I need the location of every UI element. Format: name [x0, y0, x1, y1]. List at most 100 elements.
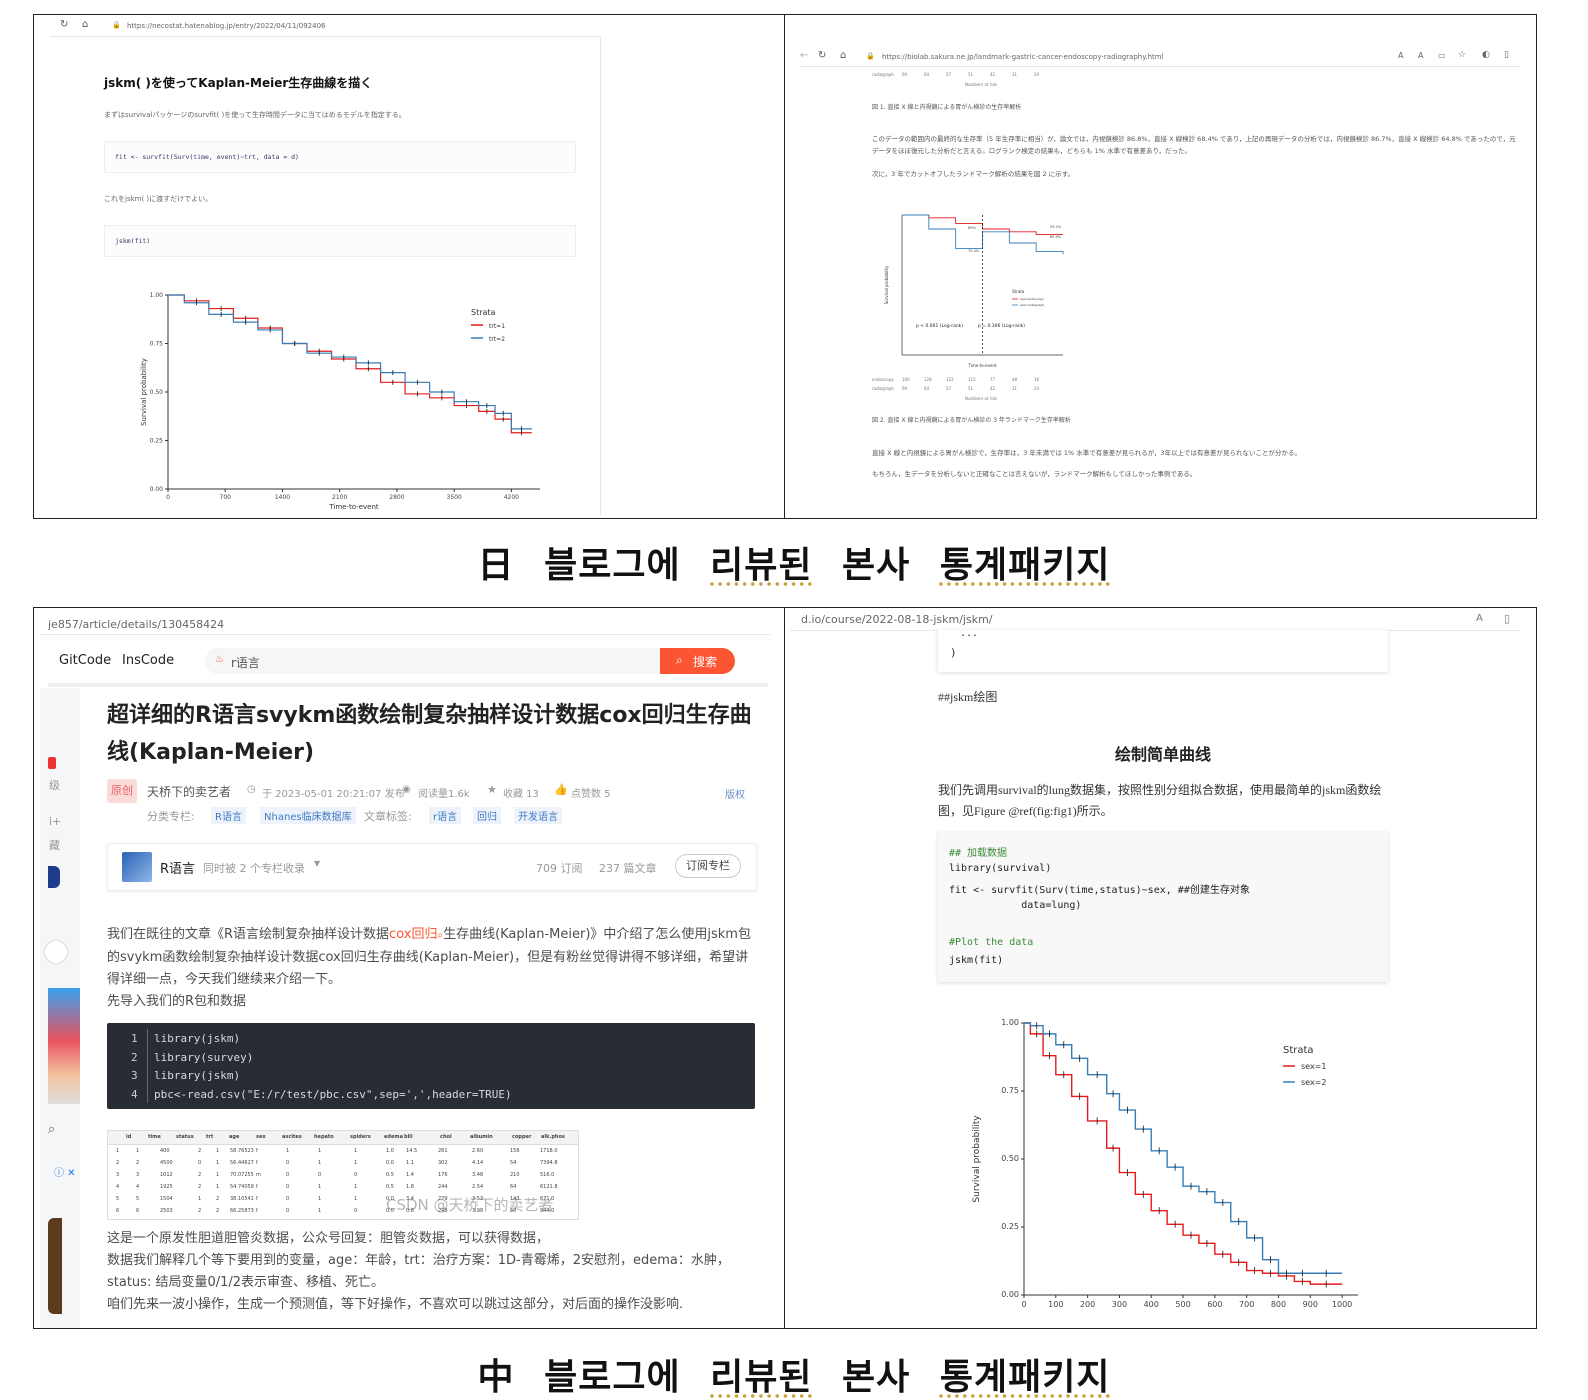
- copyright-link[interactable]: 版权: [725, 786, 745, 801]
- tag-dev-lang[interactable]: 开发语言: [514, 807, 562, 824]
- address-bar-jp-right[interactable]: https://biolab.sakura.ne.jp/landmark-gas…: [882, 53, 1164, 61]
- side-circle-button[interactable]: [44, 940, 68, 964]
- x-tick-label: 0: [166, 494, 170, 501]
- table-header-cell: hepato: [314, 1134, 334, 1140]
- reload-icon[interactable]: ↻: [60, 19, 68, 30]
- read-aloud-icon[interactable]: A: [1476, 613, 1483, 624]
- percent-label: 75.4%: [968, 249, 980, 253]
- risk-value: 122: [946, 377, 954, 382]
- table-cell: 0: [286, 1160, 289, 1166]
- y-tick-label: 1.00: [150, 292, 164, 299]
- cn-left-url-rule: [40, 634, 770, 635]
- x-tick-label: 2100: [332, 494, 347, 501]
- address-bar-jp-left[interactable]: https://necostat.hatenablog.jp/entry/202…: [127, 22, 326, 30]
- caption-word: 블로그에: [544, 536, 680, 588]
- search-box[interactable]: ♨ r语言: [205, 648, 660, 674]
- home-icon[interactable]: ⌂: [82, 19, 88, 30]
- side-close-icon[interactable]: ⓘ ✕: [54, 1164, 76, 1179]
- km-curve-sex=1: [1024, 1023, 1342, 1284]
- font-icon[interactable]: A: [1418, 51, 1423, 60]
- tag-r[interactable]: r语言: [429, 807, 461, 824]
- jp-left-km-chart: 0.000.250.500.751.000 700 1400 2100 2800 3500…: [135, 282, 555, 512]
- table-cell: f: [256, 1148, 258, 1154]
- code-gutter-rule: [147, 1029, 148, 1103]
- side-char-2: 藏: [49, 837, 60, 853]
- table-cell: 64: [510, 1184, 516, 1190]
- subscribe-button[interactable]: 订阅专栏: [675, 854, 741, 878]
- table-header-cell: trt: [206, 1134, 213, 1140]
- article-para-4: 数据我们解释几个等下要用到的变量，age：年龄，trt：治疗方案：1D-青霉烯，…: [107, 1249, 730, 1268]
- read-count: 阅读量1.6k: [418, 785, 470, 800]
- read-aloud-icon[interactable]: A: [1398, 51, 1403, 60]
- x-tick-label: 700: [1239, 1300, 1254, 1309]
- column-card[interactable]: R语言 同时被 2 个专栏收录 ▼ 709 订阅 237 篇文章 订阅专栏: [107, 843, 757, 891]
- back-icon[interactable]: ←: [800, 50, 808, 61]
- caption-japan: 日 블로그에 리뷰된 본사 통계패키지: [0, 536, 1588, 588]
- table-cell: 0: [286, 1184, 289, 1190]
- risk-value: 51: [968, 72, 973, 77]
- favorite-icon[interactable]: ☆: [1458, 50, 1466, 60]
- side-search-icon[interactable]: ⌕: [48, 1122, 55, 1137]
- search-input[interactable]: r语言: [231, 654, 260, 671]
- cn-right-url[interactable]: d.io/course/2022-08-18-jskm/jskm/: [801, 613, 993, 626]
- table-header-cell: sex: [256, 1134, 266, 1140]
- dropdown-icon[interactable]: ▼: [314, 859, 320, 868]
- risk-value: 57: [946, 386, 951, 391]
- table-cell: 1: [116, 1148, 119, 1154]
- risk-value: 115: [968, 377, 976, 382]
- reader-icon[interactable]: ▯: [1504, 612, 1510, 625]
- table-cell: 1925: [160, 1184, 173, 1190]
- code-block: 1 library(jskm) 2 library(survey) 3 library(j…: [107, 1023, 755, 1109]
- search-button[interactable]: ⌕ 搜索: [660, 648, 735, 674]
- article-para-6: 咱们先来一波小操作，生成一个预测值，等下好操作，不喜欢可以跳过这部分，对后面的操…: [107, 1293, 683, 1312]
- table-cell: 261: [438, 1148, 448, 1154]
- nav-gitcode[interactable]: GitCode: [59, 653, 111, 668]
- author-name[interactable]: 天桥下的卖艺者: [147, 783, 231, 800]
- sidebar-icon[interactable]: ▯: [1504, 50, 1509, 60]
- inline-link[interactable]: cox回归: [389, 927, 437, 942]
- csdn-watermark: CSDN @天桥下的卖艺者: [386, 1194, 554, 1215]
- table-cell: 0.5: [386, 1172, 394, 1178]
- risk-value: 51: [968, 386, 973, 391]
- table-cell: m: [256, 1172, 261, 1178]
- reload-icon[interactable]: ↻: [818, 50, 826, 61]
- table-cell: 1: [216, 1160, 219, 1166]
- split-icon[interactable]: ▭: [1438, 51, 1446, 60]
- risk-value: 69: [902, 72, 907, 77]
- y-tick-label: 0.00: [150, 486, 164, 493]
- table-cell: f: [256, 1208, 258, 1214]
- risk-value: 100: [902, 377, 910, 382]
- x-tick-label: 400: [1144, 1300, 1159, 1309]
- category-nhanes[interactable]: Nhanes临床数据库: [260, 807, 356, 824]
- table-cell: 1: [354, 1148, 357, 1154]
- table-cell: 1: [216, 1172, 219, 1178]
- table-cell: 4.14: [472, 1160, 483, 1166]
- jp-left-toolbar: ↻ ⌂ 🔒 https://necostat.hatenablog.jp/ent…: [55, 19, 595, 35]
- table-cell: 1.8: [406, 1184, 414, 1190]
- table-header-cell: bili: [404, 1134, 413, 1140]
- extension-icon[interactable]: ◐: [1482, 50, 1490, 60]
- code-top-fragment: ... ): [938, 630, 1388, 672]
- tag-regression[interactable]: 回归: [473, 807, 501, 824]
- legend-title: Strata: [471, 308, 496, 317]
- column-name[interactable]: R语言: [160, 858, 195, 877]
- table-cell: 0: [318, 1172, 321, 1178]
- y-tick-label: 0.25: [150, 438, 164, 445]
- pvalue-label: p = 0.306 (Log-rank): [978, 323, 1025, 329]
- code-line: data=lung): [949, 900, 1081, 911]
- star-icon[interactable]: ★: [487, 783, 497, 796]
- table-cell: 66.25873: [230, 1208, 254, 1214]
- caption-word: 日: [478, 536, 515, 588]
- like-icon[interactable]: 👍: [554, 783, 568, 796]
- legend-label: trt=2: [489, 336, 505, 343]
- table-cell: 1: [216, 1184, 219, 1190]
- nav-inscode[interactable]: InsCode: [122, 653, 174, 668]
- table-cell: f: [256, 1160, 258, 1166]
- cn-left-url[interactable]: je857/article/details/130458424: [48, 618, 224, 631]
- table-cell: 2: [216, 1196, 219, 1202]
- risk-value: 16: [1034, 377, 1039, 382]
- jp-right-risk-label-top: Numbers at risk: [965, 82, 997, 87]
- table-cell: 2: [216, 1208, 219, 1214]
- category-r[interactable]: R语言: [211, 807, 246, 824]
- home-icon[interactable]: ⌂: [840, 50, 846, 61]
